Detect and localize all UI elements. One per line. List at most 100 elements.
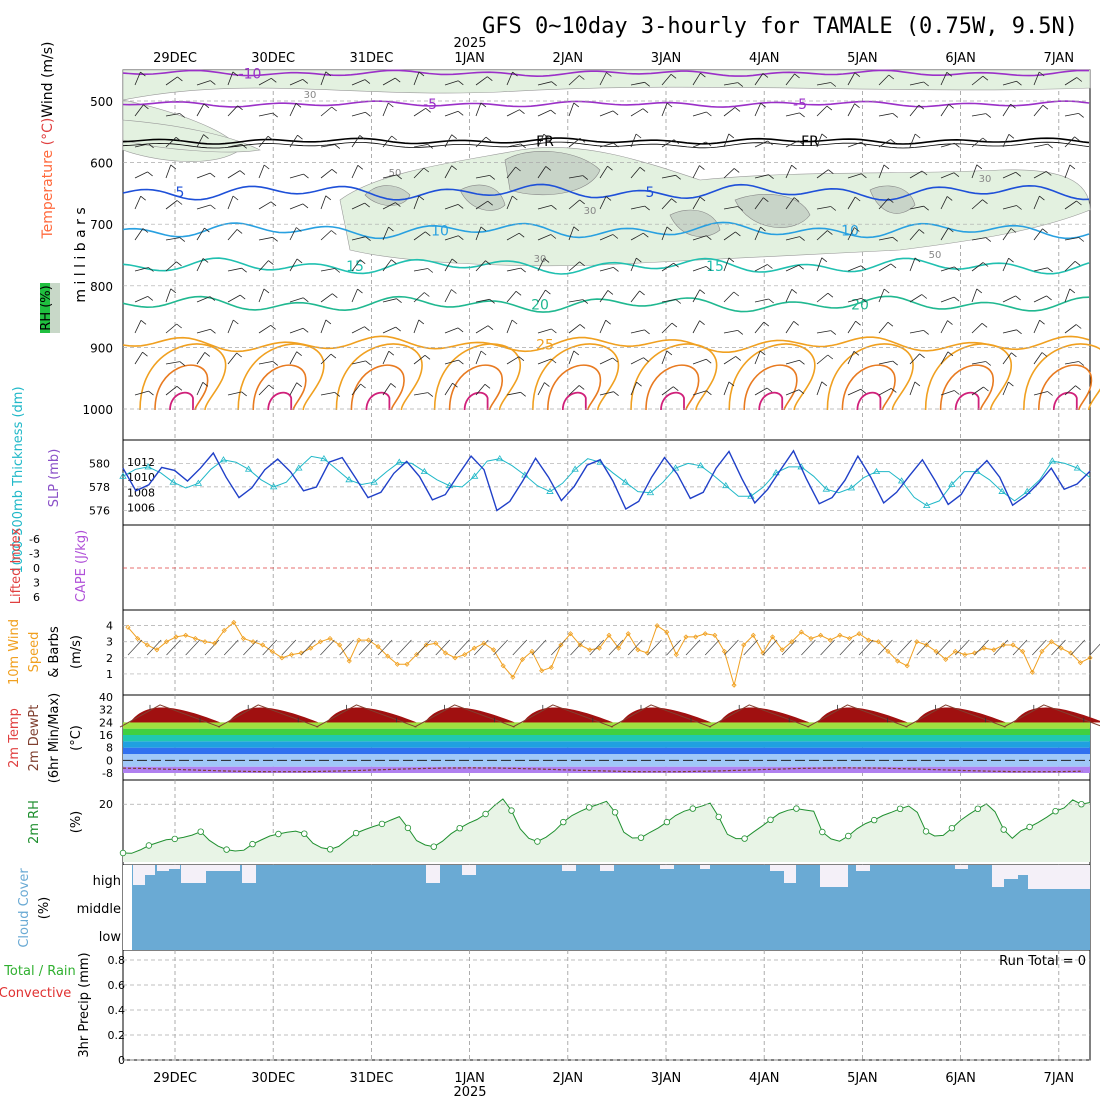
- wind-barb: [607, 290, 614, 295]
- wind-barb: [351, 236, 366, 241]
- wind-barb: [297, 134, 303, 140]
- cloud-high-bar: [600, 865, 614, 871]
- wind-barb: [289, 173, 304, 179]
- wind-barb: [351, 360, 366, 365]
- wind-barb: [320, 168, 333, 179]
- thickness-point: [546, 487, 554, 494]
- wind-barb: [737, 330, 744, 335]
- wind-barb: [728, 257, 735, 263]
- wind-barb: [971, 75, 984, 86]
- bottom-date-axis: 29DEC 30DEC 31DEC 1JAN 2JAN 3JAN 4JAN 5JAN 6JAN 7…: [153, 1071, 1074, 1086]
- wind-barb: [204, 227, 210, 233]
- wind-barb: [359, 135, 366, 140]
- wind-barb: [1076, 77, 1083, 82]
- rh-point: [715, 813, 722, 821]
- wind-speed-point: [221, 627, 227, 634]
- wind-barb-10m: [897, 639, 912, 656]
- rh-point: [430, 843, 437, 850]
- wind-barb: [940, 351, 949, 365]
- wind-barb: [179, 237, 186, 242]
- wind-barb: [289, 382, 298, 396]
- wind-barb: [296, 382, 302, 388]
- wind-barb: [1075, 324, 1082, 329]
- wind-barb: [451, 258, 458, 264]
- wind-barb: [364, 202, 370, 208]
- wind-barb: [785, 359, 800, 365]
- wind-barb: [227, 267, 242, 272]
- wind-barb: [847, 265, 862, 272]
- wind-speed-point: [731, 682, 737, 688]
- wind-barb: [551, 81, 557, 87]
- wind-speed-point: [673, 652, 679, 658]
- wind-barb: [302, 203, 309, 209]
- wind-barb: [1010, 103, 1016, 109]
- rh-point: [689, 805, 696, 812]
- wind-speed-point: [471, 645, 477, 651]
- wind-barb: [785, 389, 800, 396]
- thickness-point: [747, 492, 755, 499]
- wind-speed-point: [404, 661, 410, 667]
- isotherm-loop: [365, 391, 391, 411]
- wind-barb: [545, 289, 551, 295]
- wind-barb: [551, 205, 557, 210]
- wind-barb: [175, 136, 182, 142]
- wind-barb: [357, 164, 364, 170]
- wind-barb: [798, 264, 804, 270]
- wind-barb: [165, 323, 177, 334]
- cloud-high-bar: [181, 865, 206, 883]
- rh-shade-dark: [504, 151, 601, 196]
- wind-barb: [320, 353, 332, 365]
- cloud-high-bar: [820, 865, 848, 887]
- wind-barb: [1064, 113, 1079, 117]
- wind-barb: [630, 357, 644, 365]
- wind-barb: [661, 174, 676, 179]
- wind-barb: [444, 204, 459, 210]
- wind-barb: [578, 385, 585, 390]
- wind-barb: [427, 268, 434, 273]
- wind-barb: [827, 292, 834, 298]
- lifted-index-tick: -6: [29, 533, 40, 546]
- wind-speed-point: [981, 645, 987, 651]
- wind-barb: [227, 294, 241, 303]
- wind-barb: [475, 200, 488, 210]
- thickness-point: [822, 485, 830, 492]
- wind-barb: [258, 236, 273, 241]
- top-date-axis: 29DEC 30DEC 31DEC 1JAN 2JAN 3JAN 4JAN 5JAN 6JAN 7…: [153, 51, 1074, 66]
- wind-barb: [325, 71, 332, 77]
- wind-barb: [325, 195, 332, 201]
- isotherm-loop: [939, 364, 995, 411]
- wind-speed-tick: 4: [106, 620, 113, 633]
- wind-barb: [985, 361, 992, 366]
- isotherm-label: -5: [793, 97, 807, 113]
- wind-barb: [666, 350, 673, 356]
- wind-barb-10m: [204, 639, 220, 656]
- wind-barb: [351, 383, 361, 396]
- wind-barb: [737, 82, 744, 87]
- isotherm-line: [122, 335, 1090, 353]
- wind-barb: [331, 230, 337, 235]
- wind-barb: [1002, 171, 1016, 179]
- wind-barb: [768, 298, 774, 304]
- rh-point: [1052, 808, 1059, 815]
- wind-barb: [1064, 77, 1078, 86]
- isotherm-loop: [1023, 343, 1100, 411]
- pressure-tick: 700: [90, 218, 113, 232]
- wind-barb: [413, 71, 420, 86]
- thickness-point: [722, 481, 730, 489]
- wind-barb: [630, 108, 644, 117]
- cloud-high-bar: [426, 865, 440, 883]
- wind-speed-point: [943, 656, 949, 663]
- wind-barb: [210, 328, 216, 334]
- cloud-level-label: low: [99, 930, 122, 945]
- wind-barb: [630, 232, 644, 241]
- thickness-axis-label: 1000-500mb Thickness (dm): [11, 386, 26, 573]
- wind-speed-point: [567, 631, 574, 637]
- rh-point: [974, 805, 981, 812]
- wind-barb: [303, 173, 309, 179]
- wind-barb: [630, 290, 640, 303]
- wind-barb: [568, 102, 575, 117]
- wind-barb-10m: [589, 639, 605, 656]
- wind-barb: [413, 319, 420, 334]
- wind-barb: [418, 71, 425, 77]
- isotherm-loop: [169, 391, 194, 411]
